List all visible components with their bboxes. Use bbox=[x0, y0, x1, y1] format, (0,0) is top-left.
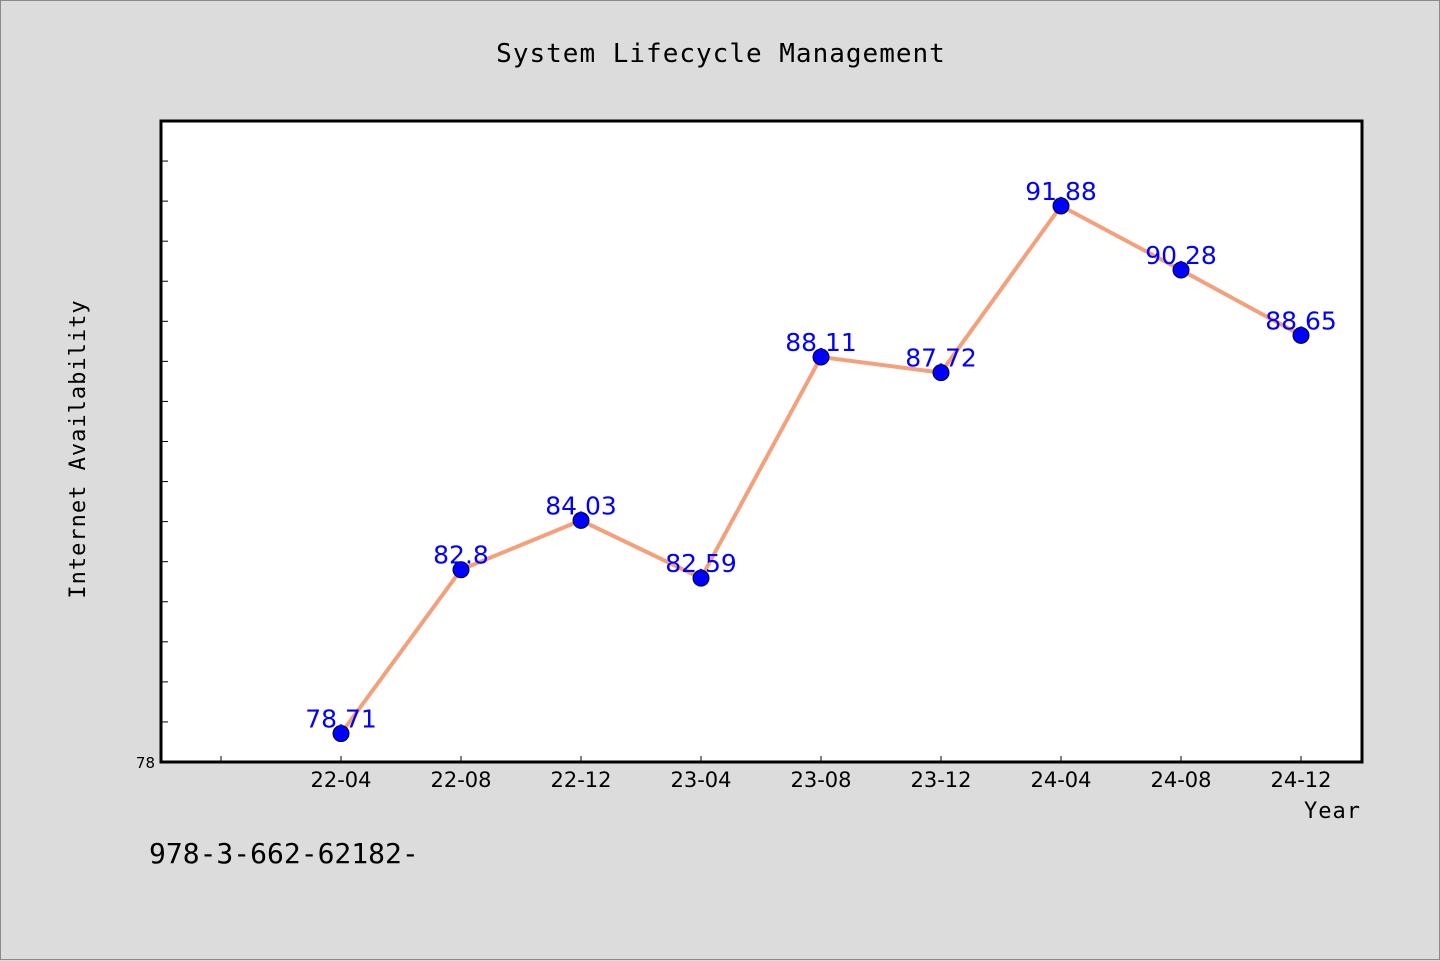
data-point bbox=[1172, 261, 1190, 279]
data-point bbox=[452, 561, 470, 579]
x-tick-label: 24-08 bbox=[1150, 768, 1211, 792]
data-label: 88.65 bbox=[1265, 306, 1337, 335]
x-tick-label: 22-12 bbox=[550, 768, 611, 792]
data-labels-group: 78.71 82.8 84.03 82.59 88.11 87.72 91.88 90.28 8… bbox=[305, 177, 1337, 734]
x-axis-label: Year bbox=[1304, 799, 1361, 824]
data-point bbox=[1292, 326, 1310, 344]
x-tick-label: 23-08 bbox=[790, 768, 851, 792]
data-label: 78.71 bbox=[305, 705, 377, 734]
chart-title: System Lifecycle Management bbox=[496, 39, 946, 69]
data-point bbox=[812, 348, 830, 366]
x-tick-label: 24-04 bbox=[1030, 768, 1091, 792]
x-axis-ticks: 22-04 22-08 22-12 23-04 23-08 23-12 24-04 24-08… bbox=[220, 756, 1332, 792]
x-tick-label: 22-08 bbox=[430, 768, 491, 792]
x-tick-label: 23-04 bbox=[670, 768, 731, 792]
x-tick-label: 23-12 bbox=[910, 768, 971, 792]
data-point bbox=[332, 725, 350, 743]
data-point bbox=[572, 511, 590, 529]
y-axis-label: Internet Availability bbox=[66, 299, 91, 598]
x-tick-label: 22-04 bbox=[310, 768, 371, 792]
x-tick-label: 24-12 bbox=[1270, 768, 1331, 792]
data-label: 91.88 bbox=[1025, 177, 1097, 206]
data-label: 82.59 bbox=[665, 549, 737, 578]
data-point bbox=[692, 569, 710, 587]
data-label: 82.8 bbox=[433, 541, 489, 570]
data-point bbox=[1052, 197, 1070, 215]
data-label: 87.72 bbox=[905, 344, 977, 373]
data-label: 84.03 bbox=[545, 491, 617, 520]
plot-frame bbox=[159, 119, 1364, 764]
data-point bbox=[932, 364, 950, 382]
plot-area bbox=[161, 121, 1362, 762]
footer-code: 978-3-662-62182- bbox=[149, 837, 419, 870]
data-label: 90.28 bbox=[1145, 241, 1217, 270]
y-tick-label: 78 bbox=[136, 754, 155, 772]
data-label: 88.11 bbox=[785, 328, 857, 357]
series-group bbox=[332, 197, 1310, 743]
